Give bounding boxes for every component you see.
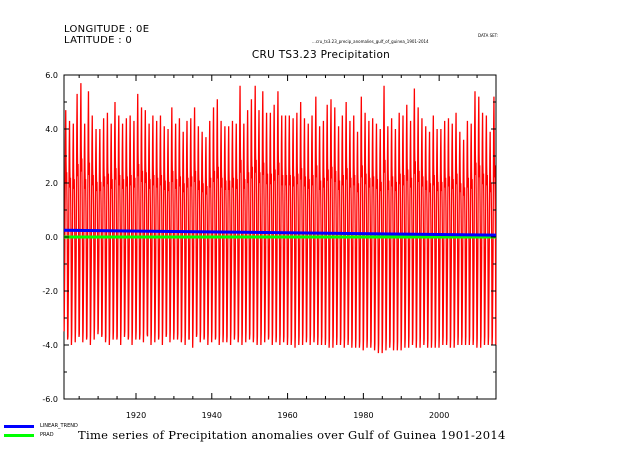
y-tick-label: 0.0 <box>45 233 58 242</box>
legend-swatch-prad <box>4 433 34 437</box>
y-tick-label: -4.0 <box>42 341 58 350</box>
dataset-info: DATA SET: <box>478 33 498 38</box>
axes: -6.0 -4.0 -2.0 0.0 2.0 4.0 6.0 1920 1940 1960 1980… <box>42 71 496 420</box>
trend-lines <box>63 228 497 239</box>
linear-trend-line <box>63 228 497 237</box>
precipitation-series <box>63 83 497 354</box>
x-tick-label: 1960 <box>277 411 297 420</box>
x-tick-label: 1920 <box>126 411 146 420</box>
legend-item-prad: PRAD <box>4 432 54 438</box>
longitude-label: LONGITUDE : 0E <box>64 24 150 35</box>
legend-swatch-linear-trend <box>4 424 34 428</box>
legend-item-linear-trend: LINEAR_TREND <box>4 423 78 429</box>
y-tick-label: -2.0 <box>42 287 58 296</box>
bottom-title: Time series of Precipitation anomalies o… <box>78 428 506 442</box>
dataset-path: ...cru_ts3.23_precip_anomalies_gulf_of_g… <box>312 39 429 44</box>
legend-label-prad: PRAD <box>40 432 54 438</box>
y-tick-label: 4.0 <box>45 125 58 134</box>
y-tick-label: -6.0 <box>42 395 58 404</box>
x-tick-label: 1940 <box>202 411 222 420</box>
x-tick-label: 2000 <box>429 411 449 420</box>
precipitation-anomaly-line <box>63 83 497 354</box>
chart-title: CRU TS3.23 Precipitation <box>251 49 391 61</box>
y-tick-label: 2.0 <box>45 179 58 188</box>
legend-label-linear-trend: LINEAR_TREND <box>40 423 78 429</box>
y-tick-label: 6.0 <box>45 71 58 80</box>
x-tick-label: 1980 <box>353 411 373 420</box>
latitude-label: LATITUDE : 0 <box>64 35 133 46</box>
